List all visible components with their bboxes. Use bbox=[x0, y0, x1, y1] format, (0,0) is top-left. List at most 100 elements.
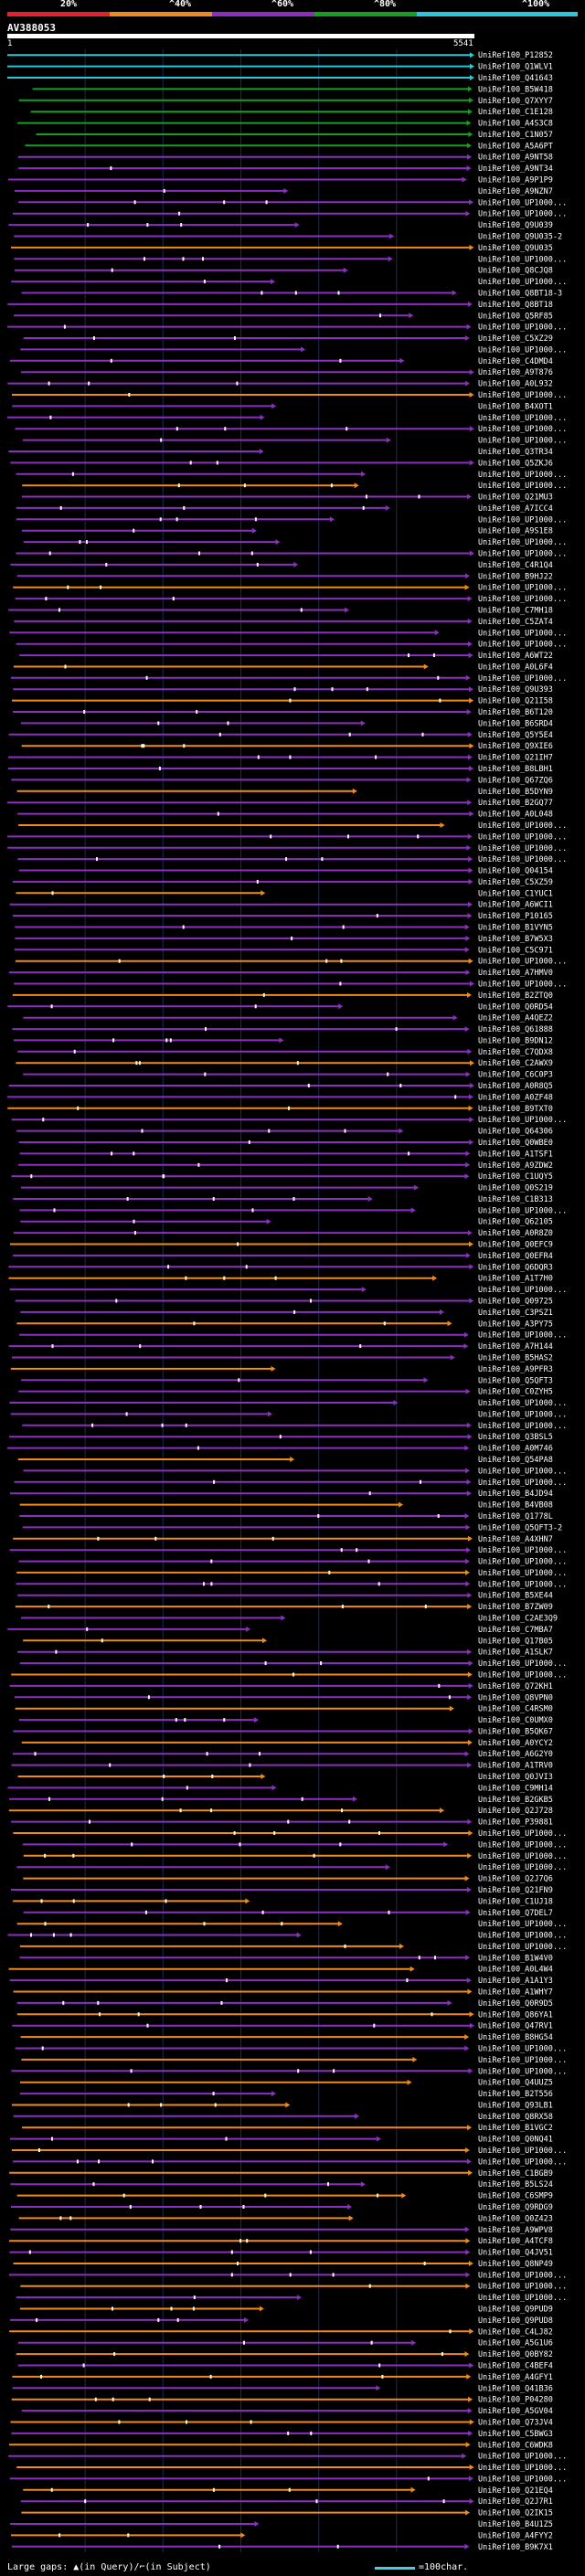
gap-marker bbox=[279, 1435, 282, 1439]
gap-marker bbox=[105, 562, 108, 567]
hit-arrow bbox=[469, 369, 474, 376]
hit-row: UniRef100_Q86YA1 bbox=[16, 2010, 553, 2019]
hit-arrow bbox=[467, 833, 473, 840]
gap-marker bbox=[133, 200, 136, 205]
hit-arrow bbox=[465, 1955, 471, 1961]
gap-marker bbox=[41, 2046, 44, 2051]
gap-marker bbox=[224, 427, 227, 431]
hit-label: UniRef100_Q0JVI3 bbox=[478, 1773, 553, 1782]
hit-arrow bbox=[467, 1852, 473, 1859]
gap-marker bbox=[218, 732, 221, 737]
hit-label: UniRef100_UP1000... bbox=[478, 1546, 567, 1555]
gap-marker bbox=[330, 483, 333, 488]
hit-arrow bbox=[468, 878, 473, 885]
hit-label: UniRef100_Q5QFT3 bbox=[478, 1376, 553, 1385]
gap-marker bbox=[101, 1638, 103, 1643]
hit-label: UniRef100_UP1000... bbox=[478, 437, 567, 446]
gap-marker bbox=[356, 1548, 358, 1553]
gap-marker bbox=[180, 223, 183, 228]
gap-marker bbox=[59, 2216, 62, 2221]
hit-label: UniRef100_A0L048 bbox=[478, 811, 553, 820]
hit-row: UniRef100_UP1000... bbox=[7, 844, 567, 853]
gap-marker bbox=[110, 166, 112, 171]
gap-marker bbox=[203, 280, 206, 284]
hit-row: UniRef100_Q9PUD9 bbox=[20, 2306, 553, 2315]
hit-row: UniRef100_Q8BT18 bbox=[7, 301, 553, 310]
hit-arrow bbox=[329, 516, 335, 523]
hit-label: UniRef100_A9T876 bbox=[478, 368, 553, 377]
hit-row: UniRef100_Q2J7Q6 bbox=[23, 1875, 553, 1884]
hit-label: UniRef100_A7ICC4 bbox=[478, 504, 553, 514]
hit-row: UniRef100_A0L048 bbox=[17, 811, 553, 820]
hit-arrow bbox=[469, 686, 473, 693]
hit-label: UniRef100_A9ZDW2 bbox=[478, 1161, 553, 1171]
hit-row: UniRef100_A9PFR3 bbox=[10, 1365, 553, 1374]
gap-marker bbox=[52, 1933, 55, 1937]
hit-label: UniRef100_A0ZF48 bbox=[478, 1093, 553, 1102]
gap-marker bbox=[347, 834, 349, 839]
gap-marker bbox=[67, 585, 69, 589]
gap-marker bbox=[337, 291, 340, 295]
hit-arrow bbox=[245, 1898, 250, 1904]
hit-arrow bbox=[468, 1105, 473, 1111]
legend-bar-cyan bbox=[417, 12, 578, 16]
hit-label: UniRef100_B2ZTQ0 bbox=[478, 991, 553, 1001]
hit-arrow bbox=[466, 120, 472, 126]
hit-label: UniRef100_UP1000... bbox=[478, 2283, 567, 2292]
hit-label: UniRef100_C0UMX0 bbox=[478, 1716, 553, 1725]
gap-marker bbox=[287, 2431, 290, 2435]
hit-arrow bbox=[353, 1796, 357, 1802]
hit-row: UniRef100_Q2J728 bbox=[8, 1807, 553, 1816]
gap-marker bbox=[230, 2250, 233, 2254]
hit-arrow bbox=[463, 1343, 469, 1350]
hit-row: UniRef100_A7H144 bbox=[8, 1342, 553, 1352]
hit-row: UniRef100_C1YUC1 bbox=[16, 889, 553, 898]
hit-label: UniRef100_Q2J728 bbox=[478, 1807, 553, 1816]
gap-marker bbox=[406, 1978, 409, 1983]
hit-row: UniRef100_B5W418 bbox=[32, 85, 553, 94]
hit-row: UniRef100_A4QEZ2 bbox=[23, 1014, 553, 1023]
gap-marker bbox=[51, 1344, 54, 1349]
hit-arrow bbox=[469, 743, 474, 749]
hit-row: UniRef100_UP1000... bbox=[8, 2271, 567, 2280]
gap-marker bbox=[366, 687, 368, 692]
hit-arrow bbox=[465, 1581, 471, 1587]
hit-arrow bbox=[466, 1887, 472, 1892]
hit-label: UniRef100_B6T120 bbox=[478, 708, 553, 717]
hit-row: UniRef100_Q5QFT3 bbox=[21, 1376, 553, 1385]
hit-row: UniRef100_B2GKB5 bbox=[9, 1796, 553, 1805]
hit-row: UniRef100_B2GQ77 bbox=[7, 799, 553, 808]
gap-marker bbox=[313, 1853, 315, 1858]
hit-row: UniRef100_B7W5X3 bbox=[15, 935, 553, 944]
hit-label: UniRef100_A4GFY1 bbox=[478, 2373, 553, 2382]
hit-arrow bbox=[469, 550, 474, 557]
gap-marker bbox=[408, 653, 410, 658]
hit-label: UniRef100_A5G1U6 bbox=[478, 2339, 553, 2348]
hit-arrow bbox=[449, 1705, 454, 1712]
hit-row: UniRef100_UP1000... bbox=[13, 2157, 567, 2167]
hit-label: UniRef100_UP1000... bbox=[478, 2056, 567, 2065]
gap-marker bbox=[210, 1559, 213, 1564]
gap-marker bbox=[216, 461, 218, 465]
hit-row: UniRef100_Q9U393 bbox=[13, 685, 553, 694]
hit-row: UniRef100_B5HAS2 bbox=[12, 1354, 553, 1363]
hit-label: UniRef100_Q41B36 bbox=[478, 2384, 553, 2393]
gap-marker bbox=[137, 2012, 140, 2017]
gap-marker bbox=[161, 1797, 164, 1801]
hit-row: UniRef100_P04280 bbox=[11, 2396, 553, 2405]
gap-marker bbox=[58, 608, 60, 612]
hit-row: UniRef100_Q17B05 bbox=[23, 1637, 553, 1646]
hit-row: UniRef100_C4LJ82 bbox=[9, 2327, 553, 2337]
hit-row: UniRef100_UP1000... bbox=[22, 437, 567, 446]
gap-marker bbox=[183, 505, 186, 510]
gap-marker bbox=[69, 2216, 72, 2221]
hit-label: UniRef100_Q7XYY7 bbox=[478, 97, 553, 106]
hit-row: UniRef100_B4XOT1 bbox=[12, 402, 553, 411]
gap-marker bbox=[189, 461, 192, 465]
hit-arrow bbox=[466, 165, 472, 172]
gap-marker bbox=[239, 2239, 242, 2243]
hit-row: UniRef100_B7ZW09 bbox=[15, 1603, 553, 1612]
hit-label: UniRef100_Q62105 bbox=[478, 1218, 553, 1227]
gap-marker bbox=[182, 925, 185, 929]
hit-arrow bbox=[469, 1241, 473, 1247]
